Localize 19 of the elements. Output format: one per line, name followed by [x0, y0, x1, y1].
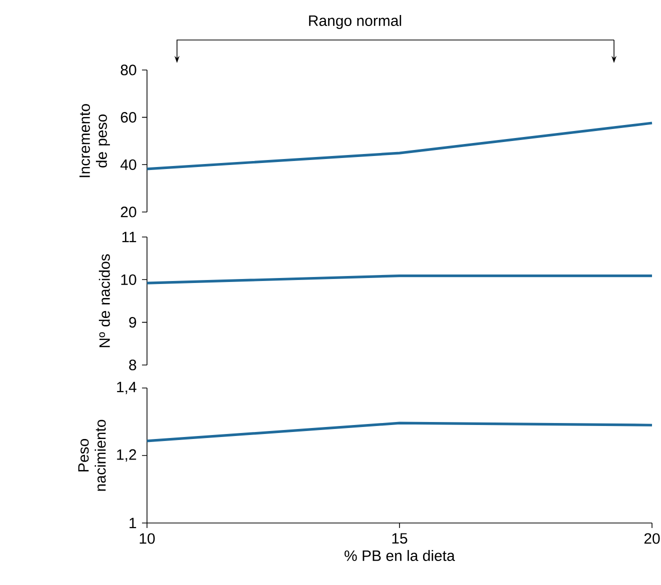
y-tick-label: 80: [120, 64, 136, 76]
x-tick-label: 15: [392, 533, 408, 544]
y-axis-title: Nº de nacidos: [98, 254, 110, 348]
y-axis-title: Incremento de peso: [80, 104, 110, 178]
y-tick-label: 1,4: [117, 382, 136, 394]
y-tick-label: 60: [120, 112, 136, 123]
y-tick-label: 40: [120, 159, 136, 170]
y-tick-label: 20: [120, 206, 136, 218]
x-tick-label: 20: [644, 533, 660, 544]
text: Rango normal: [309, 14, 402, 29]
y-tick-label: 9: [129, 317, 136, 328]
y-tick-label: 8: [129, 360, 136, 370]
y-tick-label: 10: [121, 274, 136, 285]
y-tick-label: 1,2: [117, 449, 136, 462]
y-tick-label: 11: [122, 232, 136, 242]
x-tick-label: 10: [140, 533, 155, 544]
x-axis-title: % PB en la dieta: [344, 550, 455, 562]
y-axis-title: Peso nacimiento: [78, 420, 106, 491]
y-tick-label: 1: [130, 518, 136, 528]
